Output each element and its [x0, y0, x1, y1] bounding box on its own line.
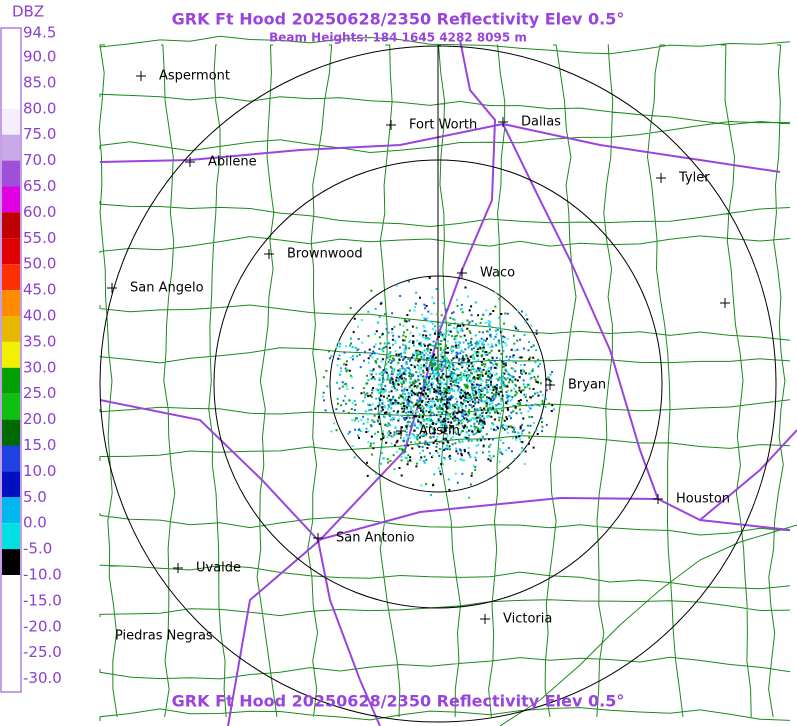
legend-swatch — [2, 393, 20, 420]
legend-swatch — [2, 290, 20, 316]
legend-swatch — [2, 575, 20, 601]
city-label: Austin — [419, 424, 460, 439]
legend-label: 60.0 — [23, 203, 56, 221]
legend-label: 50.0 — [23, 255, 56, 273]
legend-swatch — [2, 549, 20, 575]
legend-label: 90.0 — [23, 48, 56, 66]
legend-label: 10.0 — [23, 462, 56, 480]
legend-title: DBZ — [12, 3, 44, 21]
city-label: Waco — [480, 266, 515, 281]
city-marker — [457, 268, 467, 278]
legend-swatch — [2, 445, 20, 472]
legend-label: -5.0 — [23, 540, 52, 558]
legend-swatch — [2, 160, 20, 187]
city-label: Abilene — [208, 155, 257, 170]
legend-swatch — [2, 57, 20, 83]
legend-swatch — [2, 108, 20, 135]
legend-label: 80.0 — [23, 99, 56, 117]
legend-label: 0.0 — [23, 514, 47, 532]
legend-swatch — [2, 652, 20, 679]
legend-label: 85.0 — [23, 73, 56, 91]
city-label: Fort Worth — [409, 118, 477, 133]
legend-label: 30.0 — [23, 358, 56, 376]
legend-swatch — [2, 316, 20, 342]
legend-label: 40.0 — [23, 307, 56, 325]
legend-swatch — [2, 497, 20, 524]
city-marker — [396, 426, 406, 436]
city-label: Victoria — [503, 612, 552, 627]
city-label: San Antonio — [336, 531, 415, 546]
legend-label: -25.0 — [23, 643, 62, 661]
legend-label: 5.0 — [23, 488, 47, 506]
legend-swatch — [2, 367, 20, 394]
city-marker — [173, 563, 183, 573]
title-bottom: GRK Ft Hood 20250628/2350 Reflectivity E… — [172, 692, 625, 711]
legend-label: 20.0 — [23, 410, 56, 428]
city-marker — [313, 533, 323, 543]
legend-swatch — [2, 419, 20, 446]
legend-swatch — [2, 341, 20, 368]
legend-label: 75.0 — [23, 125, 56, 143]
city-marker — [480, 614, 490, 624]
legend-swatch — [2, 186, 20, 213]
city-marker — [185, 157, 195, 167]
city-marker — [264, 249, 274, 259]
legend-swatch — [2, 33, 20, 57]
city-marker — [656, 173, 666, 183]
city-label: Uvalde — [196, 561, 241, 576]
city-label: Dallas — [521, 115, 561, 130]
legend-label: 45.0 — [23, 281, 56, 299]
highway — [99, 122, 781, 173]
city-marker — [545, 380, 555, 390]
legend-swatch — [2, 471, 20, 498]
legend-label: -15.0 — [23, 591, 62, 609]
title: GRK Ft Hood 20250628/2350 Reflectivity E… — [172, 10, 625, 29]
city-marker — [653, 494, 663, 504]
legend-swatch — [2, 523, 20, 550]
highway — [227, 39, 497, 726]
legend-swatch — [2, 212, 20, 239]
legend-label: 70.0 — [23, 151, 56, 169]
legend-label: -30.0 — [23, 669, 62, 687]
legend-label: 35.0 — [23, 332, 56, 350]
highway — [699, 429, 797, 521]
legend-swatch — [2, 626, 20, 653]
subtitle: Beam Heights: 184 1645 4282 8095 m — [269, 31, 527, 45]
city-label: Houston — [676, 492, 730, 507]
legend-label: 65.0 — [23, 177, 56, 195]
city-label: Aspermont — [159, 69, 230, 84]
highway — [317, 539, 381, 726]
legend-label: 55.0 — [23, 229, 56, 247]
city-marker — [720, 298, 730, 308]
city-label: Bryan — [568, 378, 606, 393]
city-marker — [498, 117, 508, 127]
highway — [502, 123, 659, 500]
city-marker — [136, 71, 146, 81]
base-map — [98, 35, 797, 726]
legend-swatch — [2, 134, 20, 161]
city-label: Brownwood — [287, 247, 363, 262]
legend-label: 25.0 — [23, 384, 56, 402]
legend-swatch — [2, 600, 20, 627]
legend-label: -20.0 — [23, 617, 62, 635]
legend-swatch — [2, 82, 20, 109]
city-marker — [107, 283, 117, 293]
coastline — [499, 524, 797, 726]
legend-label: -10.0 — [23, 566, 62, 584]
legend-swatch — [2, 238, 20, 265]
legend-swatch — [2, 264, 20, 291]
radar-echo — [322, 280, 553, 486]
legend-box — [0, 27, 22, 693]
legend-label: 15.0 — [23, 436, 56, 454]
city-label: San Angelo — [130, 281, 204, 296]
city-label: Tyler — [678, 171, 710, 186]
city-marker — [386, 120, 396, 130]
legend-label: 94.5 — [23, 24, 56, 42]
city-label: Piedras Negras — [115, 629, 213, 644]
legend-swatch — [2, 678, 20, 690]
